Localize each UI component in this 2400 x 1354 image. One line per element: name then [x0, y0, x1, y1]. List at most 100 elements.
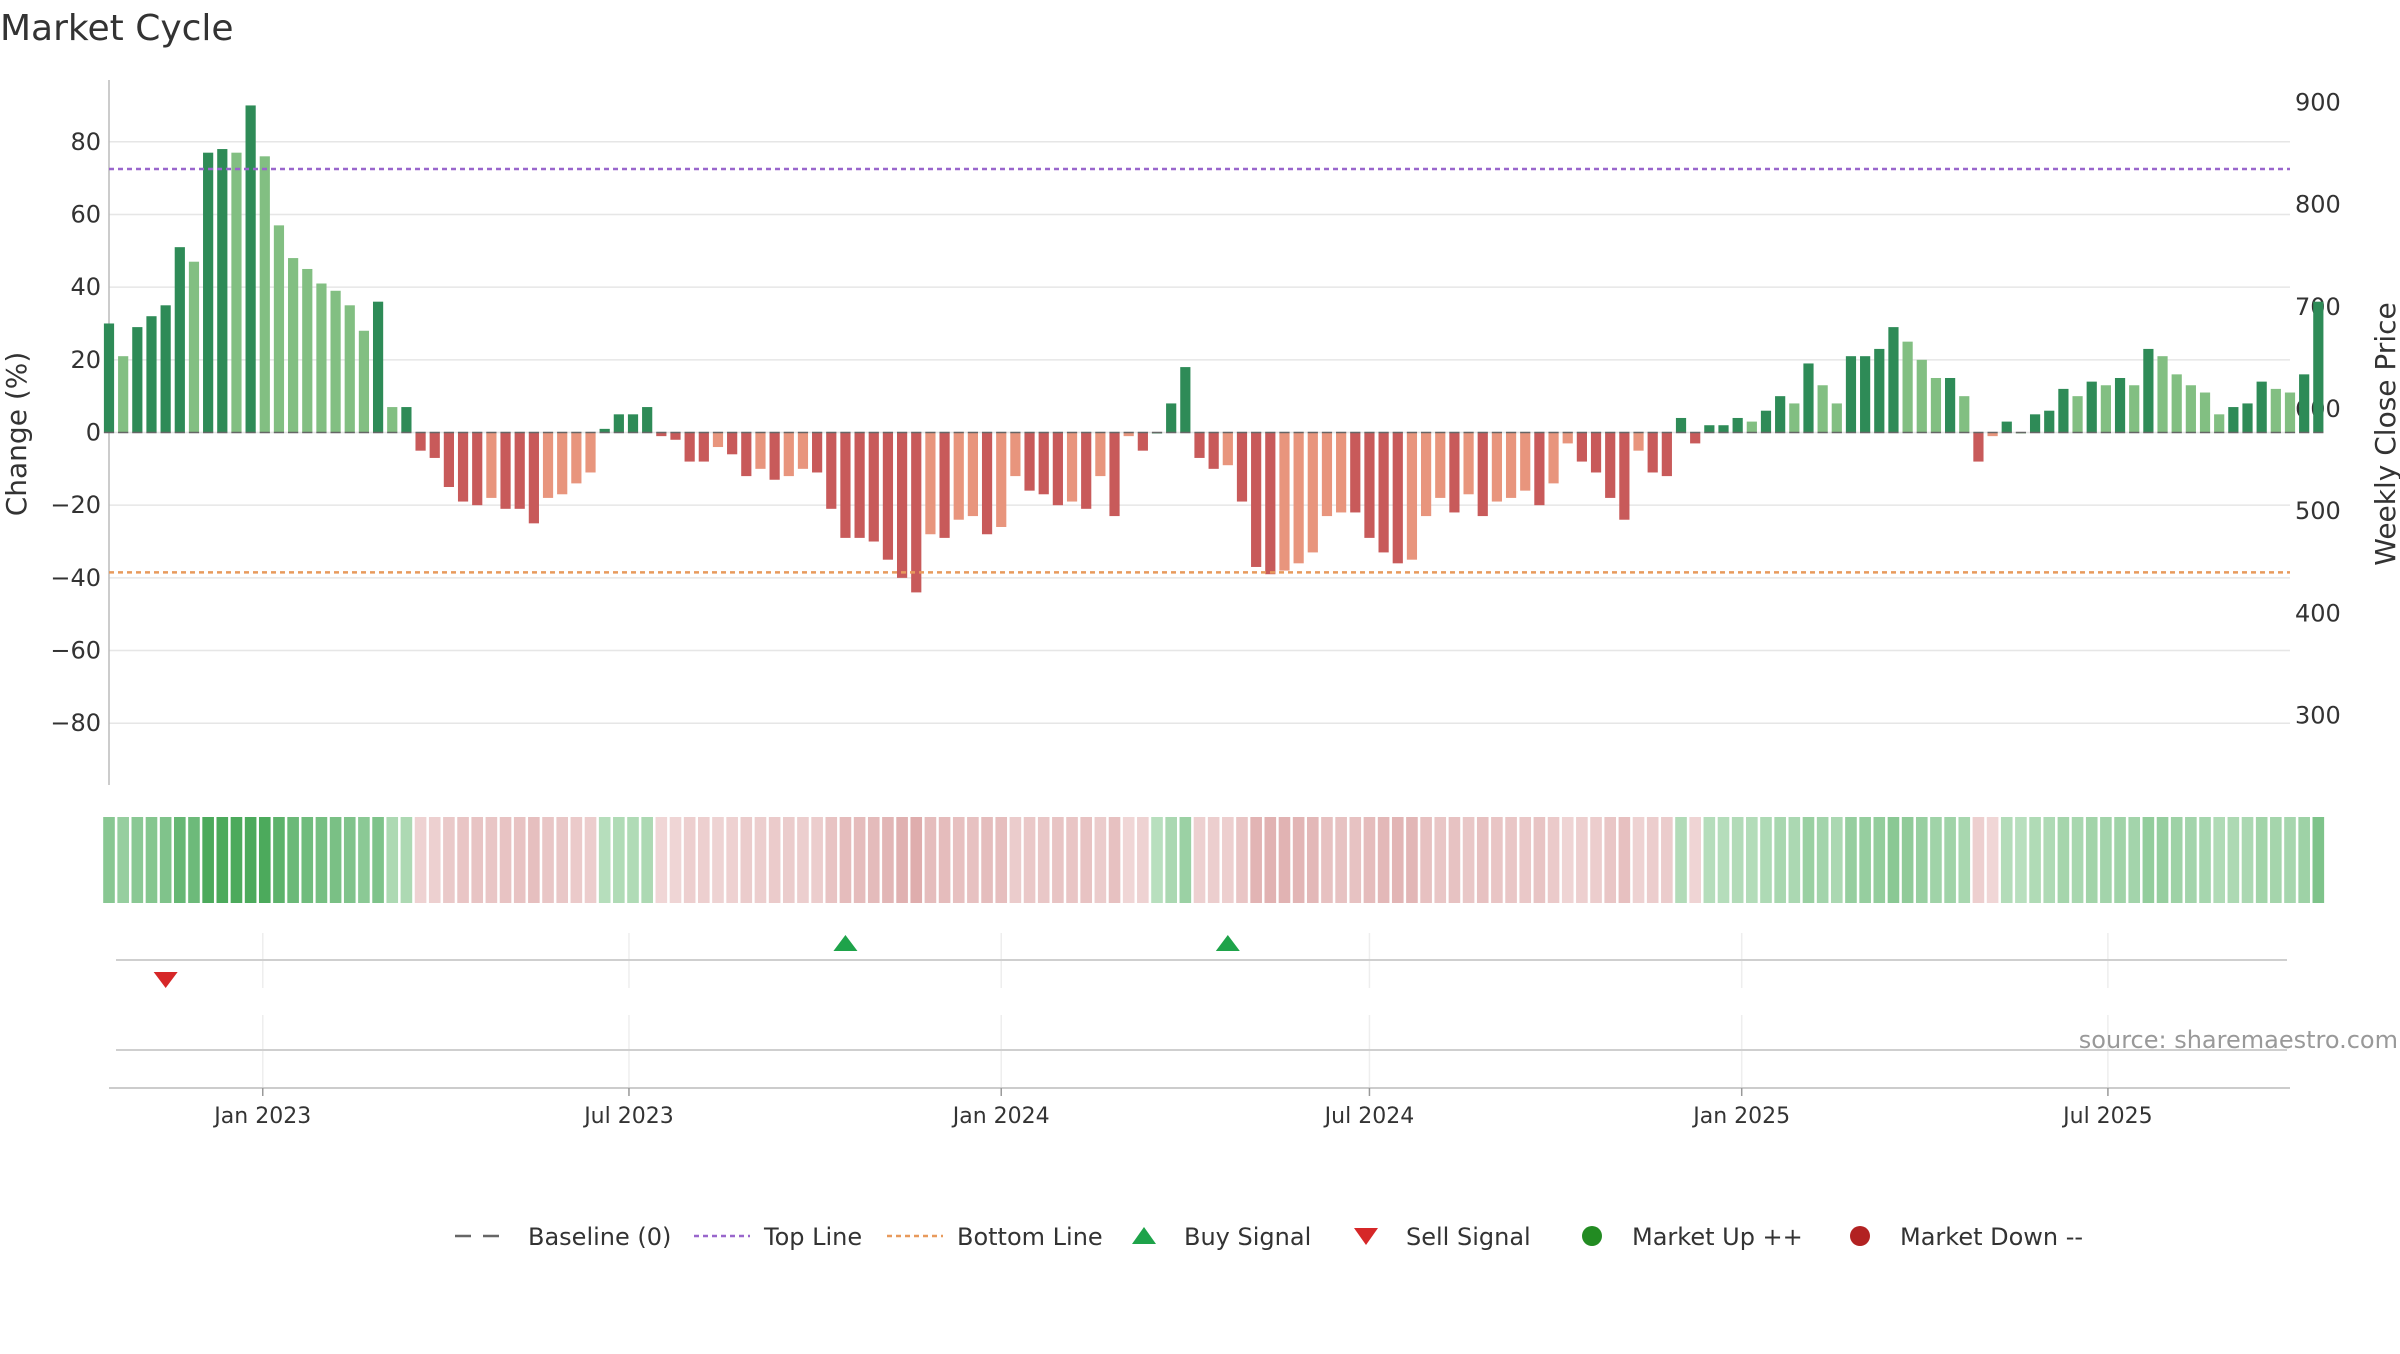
heat-cell	[1207, 817, 1220, 903]
bar	[741, 432, 752, 477]
bar	[2058, 388, 2069, 433]
heat-cell	[2270, 817, 2282, 903]
bar	[1350, 432, 1361, 513]
heat-cell	[1802, 817, 1815, 903]
heat-cell	[726, 817, 738, 903]
heat-cell	[1703, 817, 1716, 903]
bar	[1038, 432, 1049, 495]
sell-signal-marker	[153, 972, 178, 988]
heat-cell	[1420, 817, 1432, 903]
heat-cell	[1292, 817, 1305, 903]
bar	[2029, 414, 2041, 433]
bar	[599, 428, 610, 433]
heat-cell	[1349, 817, 1362, 903]
bar	[2100, 385, 2111, 433]
heat-cell	[698, 817, 710, 903]
bar	[1647, 432, 1658, 473]
bar	[939, 432, 950, 538]
bar	[1930, 377, 1942, 433]
heat-cell	[216, 817, 229, 903]
heat-cell	[372, 817, 384, 903]
bar	[1010, 432, 1021, 477]
heat-cell	[230, 817, 243, 903]
heat-cell	[1137, 817, 1149, 903]
heat-cell	[825, 817, 838, 903]
heat-cell	[1689, 817, 1701, 903]
heat-cell	[867, 817, 880, 903]
heat-cell	[1391, 817, 1404, 903]
heat-cell	[1774, 817, 1786, 903]
heat-cell	[1986, 817, 1999, 903]
bar	[868, 432, 879, 542]
heat-cell	[995, 817, 1008, 903]
y-tick-label: 40	[70, 273, 101, 301]
heat-cell	[1661, 817, 1673, 903]
heat-cell	[1519, 817, 1532, 903]
bar	[953, 432, 964, 520]
x-tick-label: Jul 2024	[1323, 1104, 1415, 1129]
bar	[1435, 432, 1446, 498]
bar	[981, 432, 993, 535]
x-tick-label: Jul 2025	[2061, 1104, 2153, 1129]
heat-cell	[1236, 817, 1248, 903]
bar	[2114, 377, 2126, 433]
heat-cell	[1533, 817, 1546, 903]
heat-cell	[1646, 817, 1659, 903]
bar	[1959, 396, 1970, 433]
heat-cell	[797, 817, 809, 903]
y-tick-label: −40	[50, 564, 101, 592]
bar	[2270, 388, 2281, 433]
bar	[358, 330, 370, 433]
legend-swatch	[1354, 1228, 1378, 1245]
bar	[1845, 356, 1857, 433]
legend-item-buy: Buy Signal	[1132, 1223, 1311, 1251]
bar	[1860, 356, 1871, 433]
chart-title: Market Cycle	[0, 8, 234, 49]
heat-cell	[258, 817, 271, 903]
legend-item-down: Market Down --	[1850, 1223, 2083, 1251]
bar	[1166, 403, 1177, 433]
legend-swatch	[1850, 1226, 1870, 1246]
y2-tick-label: 300	[2295, 702, 2341, 730]
legend-label: Buy Signal	[1184, 1223, 1311, 1251]
heat-cell	[910, 817, 923, 903]
heat-cell	[967, 817, 979, 903]
bar	[2313, 301, 2324, 433]
heat-cell	[598, 817, 611, 903]
heat-cell	[669, 817, 682, 903]
bar	[1307, 432, 1318, 553]
bar	[1590, 432, 1602, 473]
heat-cell	[1618, 817, 1631, 903]
heat-cell	[443, 817, 455, 903]
heat-cell	[1165, 817, 1177, 903]
heat-cell	[1760, 817, 1772, 903]
bar	[1378, 432, 1389, 553]
heat-cell	[1321, 817, 1333, 903]
y2-tick-label: 800	[2295, 191, 2341, 219]
heat-cell	[117, 817, 129, 903]
heat-cell	[1944, 817, 1956, 903]
bar	[627, 414, 639, 433]
heat-cell	[2085, 817, 2098, 903]
bar	[146, 316, 157, 433]
heat-cell	[301, 817, 314, 903]
heat-cell	[329, 817, 342, 903]
bar	[160, 305, 171, 433]
bar	[1222, 432, 1233, 466]
y-axis-label: Change (%)	[0, 352, 33, 517]
legend-item-up: Market Up ++	[1582, 1223, 1803, 1251]
bar	[1605, 432, 1616, 498]
heat-cell	[613, 817, 625, 903]
bar	[2072, 396, 2083, 433]
bar	[1548, 432, 1559, 484]
heat-cell	[414, 817, 427, 903]
bar	[1831, 403, 1842, 433]
heat-cell	[188, 817, 200, 903]
heat-cell	[457, 817, 469, 903]
bar	[472, 432, 483, 506]
heat-cell	[159, 817, 172, 903]
heat-cell	[1222, 817, 1234, 903]
heat-cell	[174, 817, 186, 903]
heat-cell	[1193, 817, 1206, 903]
